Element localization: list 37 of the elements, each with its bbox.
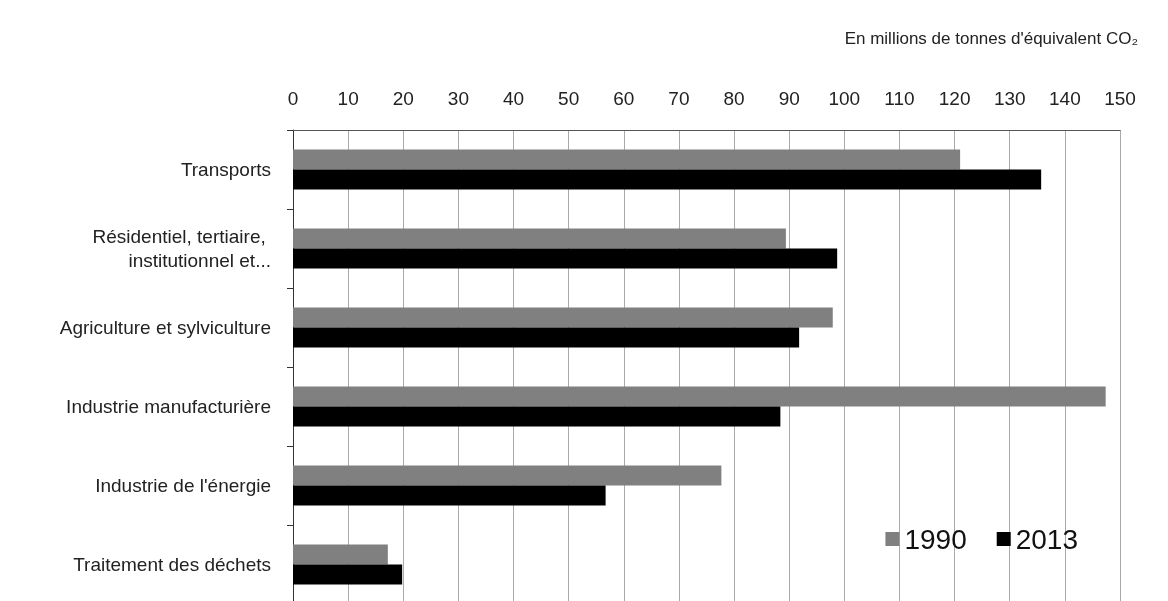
y-tick-label: Industrie de l'énergie	[95, 475, 271, 496]
bar	[293, 544, 388, 565]
x-tick-label: 50	[558, 88, 580, 109]
x-tick-label: 120	[938, 88, 971, 109]
bar	[293, 228, 786, 249]
x-tick-label: 60	[613, 88, 635, 109]
x-tick-label: 130	[993, 88, 1026, 109]
bar	[293, 406, 781, 427]
bar	[293, 564, 403, 585]
x-tick-label: 0	[287, 88, 299, 109]
legend-label: 1990	[904, 523, 967, 555]
x-tick-label: 100	[828, 88, 861, 109]
bar	[293, 386, 1106, 407]
y-tick-label: Industrie manufacturière	[66, 396, 271, 417]
bar	[293, 149, 961, 170]
x-tick-label: 110	[884, 88, 915, 109]
bar	[293, 327, 800, 348]
x-tick-label: 70	[668, 88, 690, 109]
x-tick-label: 90	[778, 88, 800, 109]
bar	[293, 307, 833, 328]
y-tick-label: Traitement des déchets	[73, 554, 271, 575]
x-tick-label: 30	[447, 88, 469, 109]
x-tick-label: 10	[337, 88, 359, 109]
x-tick-label: 140	[1049, 88, 1081, 109]
bar	[293, 485, 606, 506]
y-tick-label: Transports	[180, 159, 271, 180]
bar	[293, 248, 838, 269]
legend-label: 2013	[1015, 523, 1079, 555]
x-tick-label: 150	[1104, 88, 1136, 109]
x-tick-label: 40	[502, 88, 525, 109]
x-tick-label: 80	[723, 88, 745, 109]
x-tick-label: 20	[392, 88, 414, 109]
x-axis-title: En millions de tonnes d'équivalent CO₂	[844, 29, 1138, 48]
y-tick-label: Résidentiel, tertiaire, institutionnel et...	[92, 226, 271, 271]
y-tick-label: Agriculture et sylviculture	[59, 317, 271, 338]
bar	[293, 465, 722, 486]
bar	[293, 169, 1042, 190]
